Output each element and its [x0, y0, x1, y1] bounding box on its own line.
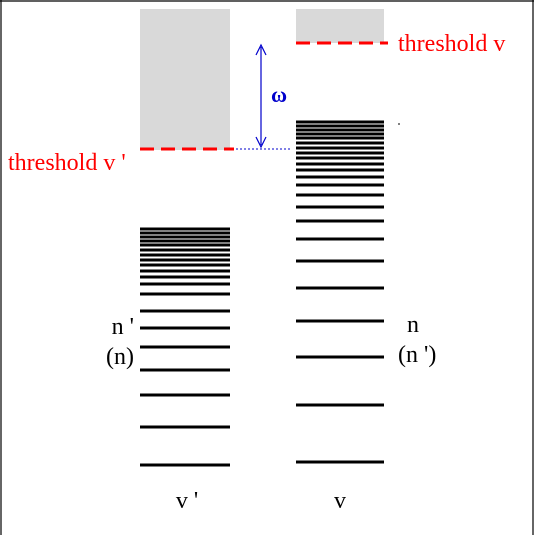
omega-arrowhead-up — [255, 43, 267, 56]
left-levels — [140, 227, 230, 467]
threshold-right-label: threshold v — [398, 31, 505, 57]
left-continuum — [140, 9, 230, 150]
left-state-label-top: n ' — [112, 314, 134, 340]
left-state-label-bottom: (n) — [106, 344, 134, 370]
right-continuum — [296, 9, 384, 43]
threshold-left-label: threshold v ' — [8, 150, 126, 176]
omega-label: ω — [271, 82, 287, 107]
right-state-label-top: n — [407, 312, 419, 338]
left-column-label: v ' — [176, 488, 198, 514]
right-state-label-bottom: (n ') — [398, 342, 436, 368]
right-levels — [296, 120, 384, 464]
right-column-label: v — [334, 488, 346, 514]
omega-arrowhead-down — [255, 136, 267, 149]
